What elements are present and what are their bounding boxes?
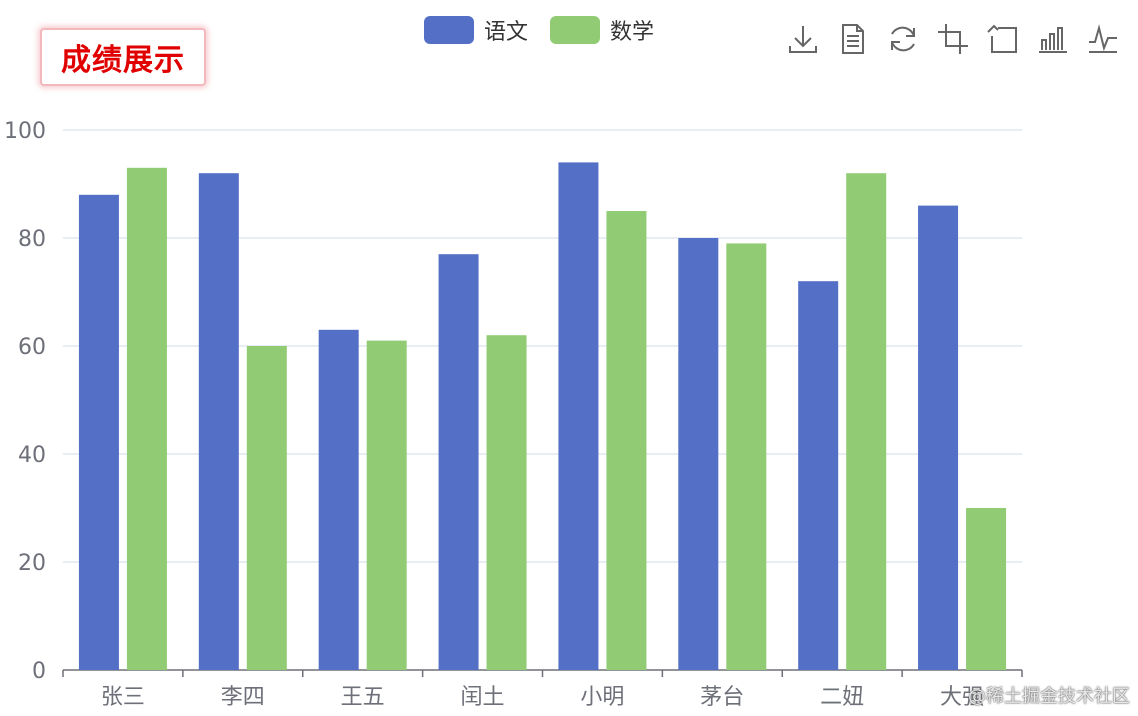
line-switch-button[interactable] [1086,20,1120,58]
bar-chinese [78,194,119,671]
bar-chinese [798,281,839,670]
bar-chinese [198,173,239,670]
zoom-reset-button[interactable] [986,20,1020,58]
bar-chinese [438,254,479,670]
bar-math [966,508,1007,670]
zoom-icon [938,24,968,54]
y-tick-label: 60 [18,335,46,360]
legend-label-chinese: 语文 [484,20,529,45]
restore-icon [891,26,915,52]
zoom-button[interactable] [936,20,970,58]
legend-item-chinese[interactable]: 语文 [424,14,528,46]
legend-item-math[interactable]: 数学 [550,14,654,46]
bar-chinese [678,238,719,670]
bar-math [126,167,167,671]
bar-chinese [918,205,959,670]
bar-switch-button[interactable] [1036,20,1070,58]
data-view-button[interactable] [836,20,870,58]
bar-math [246,346,287,670]
x-tick-label: 张三 [101,685,145,710]
bar-switch-icon [1039,27,1067,53]
bar-chinese [558,162,599,670]
bar-math [846,173,887,670]
download-icon [789,26,817,53]
x-tick-label: 二妞 [820,685,864,710]
x-tick-label: 小明 [580,685,624,710]
line-switch-icon [1089,24,1117,53]
x-tick-label: 大强 [940,685,984,710]
chart-title-box: 成绩展示 [40,28,206,86]
bar-chinese [318,329,359,670]
legend: 语文 数学 [424,14,654,46]
y-tick-label: 80 [18,227,46,252]
x-tick-label: 李四 [221,685,265,710]
chart-title: 成绩展示 [61,43,185,78]
bar-math [606,211,647,670]
y-tick-label: 20 [18,551,46,576]
download-button[interactable] [786,20,820,58]
y-tick-label: 40 [18,443,46,468]
legend-swatch-math [550,16,601,44]
y-tick-label: 100 [4,119,46,144]
watermark: @稀土掘金技术社区 [968,686,1130,707]
bar-math [726,243,767,670]
zoom-reset-icon [987,24,1017,53]
x-tick-label: 王五 [341,685,385,710]
bar-math [366,340,407,670]
x-tick-label: 茅台 [700,685,744,710]
y-tick-label: 0 [32,659,46,684]
x-tick-label: 闰土 [461,685,505,710]
bar-math [486,335,527,670]
toolbox [786,20,1120,58]
restore-button[interactable] [886,20,920,58]
legend-label-math: 数学 [610,20,655,45]
data-view-icon [842,24,864,54]
legend-swatch-chinese [424,16,474,44]
